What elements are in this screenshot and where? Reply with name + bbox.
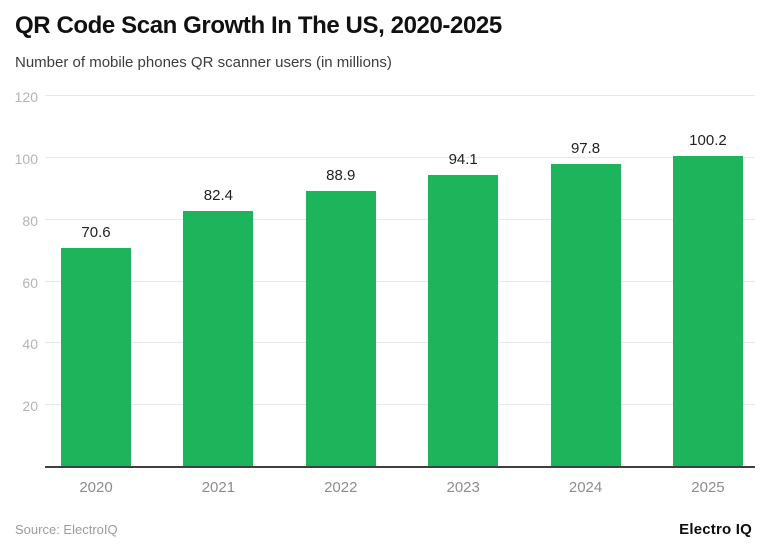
bar-value-label: 88.9	[326, 167, 356, 185]
chart-title: QR Code Scan Growth In The US, 2020-2025	[15, 12, 502, 39]
x-tick-label: 2022	[324, 479, 358, 496]
bar-value-label: 100.2	[689, 132, 727, 150]
bar-slot: 100.2	[672, 97, 743, 466]
y-tick-label: 80	[22, 212, 38, 229]
x-tick-label: 2020	[79, 479, 113, 496]
y-tick-label: 100	[14, 150, 38, 167]
brand-logo: Electro IQ	[679, 521, 752, 538]
gridline	[45, 404, 755, 406]
bar-value-label: 70.6	[81, 223, 111, 241]
bar-slot: 88.9	[305, 97, 376, 466]
chart-footer: Source: ElectroIQ Electro IQ	[15, 521, 752, 538]
bar-value-label: 82.4	[203, 187, 233, 205]
bar-slot: 82.4	[183, 97, 254, 466]
gridline	[45, 280, 755, 282]
x-tick-label: 2023	[446, 479, 480, 496]
plot-area: 70.6 82.4 88.9 94.1 97.8 100.2	[45, 95, 755, 468]
y-tick-label: 20	[22, 398, 38, 415]
bar-2020	[61, 247, 131, 466]
bar-2024	[550, 163, 621, 466]
gridline	[45, 342, 755, 344]
gridline	[45, 218, 755, 220]
bar-slot: 70.6	[61, 97, 131, 466]
gridline	[45, 95, 755, 96]
x-tick-label: 2021	[201, 479, 236, 496]
bar-2023	[428, 175, 499, 466]
chart-subtitle: Number of mobile phones QR scanner users…	[15, 54, 392, 71]
bar-2022	[305, 191, 376, 466]
gridline	[45, 156, 755, 158]
bar-slot: 97.8	[550, 97, 621, 466]
bar-series: 70.6 82.4 88.9 94.1 97.8 100.2	[45, 97, 755, 466]
bar-value-label: 97.8	[570, 139, 601, 157]
bar-2021	[183, 211, 254, 466]
y-tick-label: 120	[14, 89, 38, 105]
y-tick-label: 40	[22, 336, 38, 353]
x-axis: 2020 2021 2022 2023 2024 2025	[45, 470, 755, 496]
x-tick-label: 2024	[568, 479, 603, 496]
bar-value-label: 94.1	[448, 151, 478, 169]
bar-2025	[672, 156, 743, 466]
bar-slot: 94.1	[428, 97, 499, 466]
x-tick-label: 2025	[691, 479, 725, 496]
source-note: Source: ElectroIQ	[15, 522, 118, 537]
y-tick-label: 60	[22, 274, 38, 291]
y-axis: 20 40 60 80 100 120	[0, 89, 38, 468]
